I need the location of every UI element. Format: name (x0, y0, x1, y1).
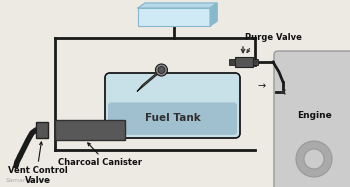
Circle shape (296, 141, 332, 177)
Circle shape (155, 64, 167, 76)
Bar (253, 59, 258, 65)
Text: Samaring.com: Samaring.com (6, 178, 52, 183)
Circle shape (158, 67, 165, 73)
Bar (138, 8, 210, 26)
Text: Vent Control
Valve: Vent Control Valve (8, 166, 68, 185)
Text: Charcoal Canister: Charcoal Canister (58, 158, 142, 167)
Bar (235, 57, 253, 67)
Polygon shape (138, 3, 217, 8)
FancyBboxPatch shape (105, 73, 240, 138)
Text: Engine: Engine (297, 111, 331, 119)
Polygon shape (138, 67, 164, 91)
Bar (36, 122, 48, 138)
Polygon shape (210, 3, 217, 26)
Text: Purge Valve: Purge Valve (245, 33, 302, 42)
Text: Fuel Tank: Fuel Tank (145, 113, 200, 123)
Bar (55, 120, 125, 140)
Circle shape (304, 149, 324, 169)
Bar (229, 59, 235, 65)
Text: →: → (258, 81, 266, 91)
FancyBboxPatch shape (108, 102, 237, 135)
FancyBboxPatch shape (274, 51, 350, 187)
